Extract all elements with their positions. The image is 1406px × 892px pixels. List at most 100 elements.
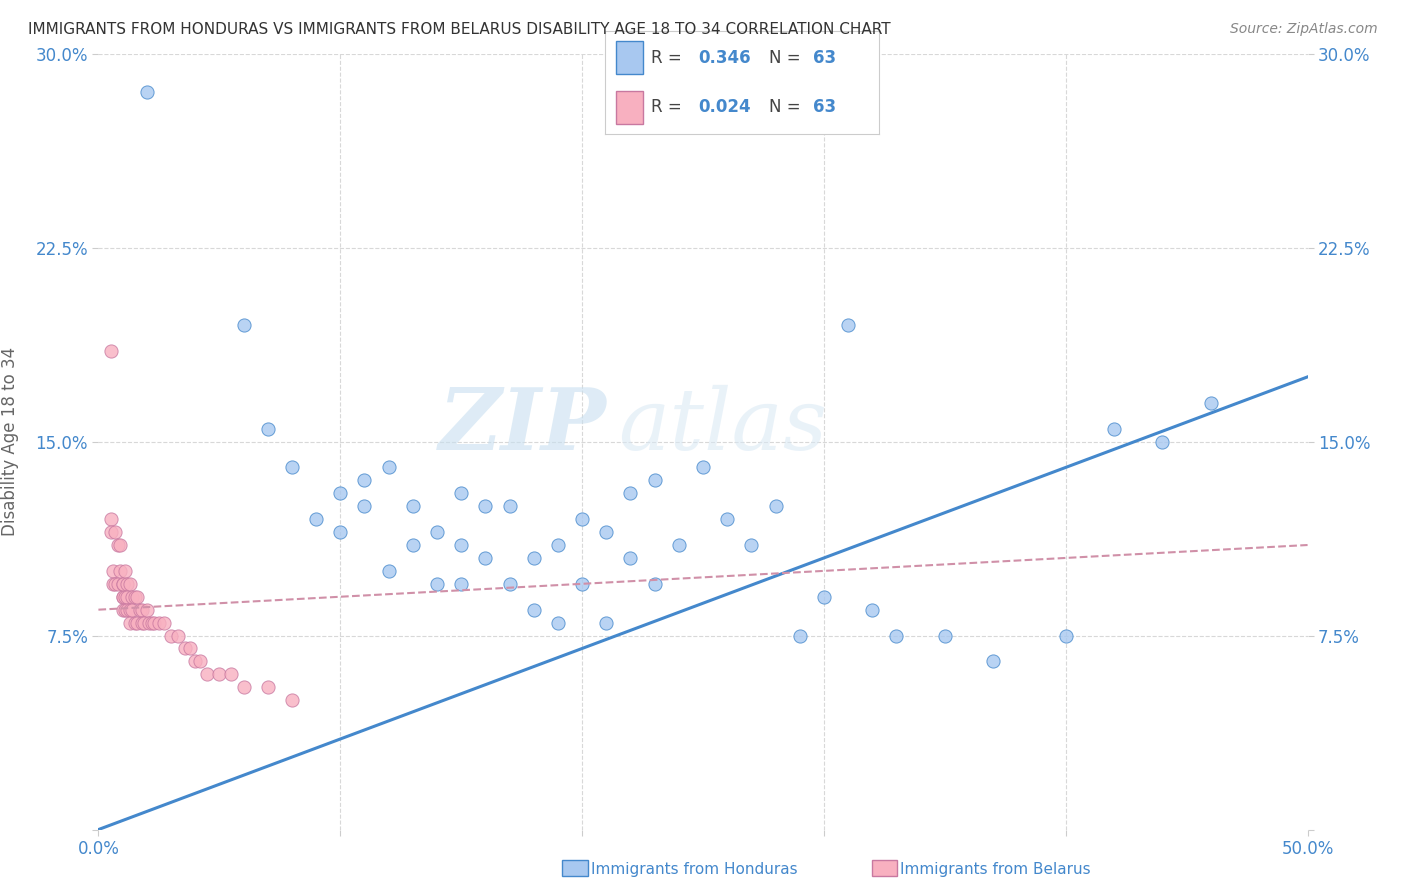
Point xyxy=(111,576,134,591)
Point xyxy=(256,680,278,694)
Point xyxy=(100,343,122,358)
Point xyxy=(402,538,425,552)
Point xyxy=(221,667,243,681)
Text: Immigrants from Belarus: Immigrants from Belarus xyxy=(900,863,1091,877)
Point xyxy=(174,641,197,656)
Text: R =: R = xyxy=(651,98,688,116)
Point xyxy=(108,538,131,552)
Point xyxy=(188,654,211,669)
Point xyxy=(740,538,762,552)
Point xyxy=(131,603,153,617)
Point xyxy=(107,538,129,552)
Point xyxy=(135,86,157,100)
Point xyxy=(127,590,149,604)
Point xyxy=(1054,628,1077,642)
Point xyxy=(886,628,908,642)
Point xyxy=(1102,422,1125,436)
Point xyxy=(353,473,375,487)
Point xyxy=(118,603,141,617)
Point xyxy=(498,500,520,514)
Y-axis label: Disability Age 18 to 34: Disability Age 18 to 34 xyxy=(1,347,18,536)
Text: 0.024: 0.024 xyxy=(697,98,751,116)
Point xyxy=(100,524,122,539)
Point xyxy=(377,460,399,475)
Point xyxy=(474,550,496,566)
Point xyxy=(135,603,157,617)
Point xyxy=(117,576,139,591)
Point xyxy=(148,615,170,630)
Point xyxy=(402,500,425,514)
Point xyxy=(117,603,139,617)
Point xyxy=(111,576,134,591)
Point xyxy=(232,680,254,694)
Point xyxy=(128,603,150,617)
Text: Source: ZipAtlas.com: Source: ZipAtlas.com xyxy=(1230,22,1378,37)
Point xyxy=(474,500,496,514)
Point xyxy=(547,538,569,552)
Point xyxy=(232,318,254,333)
Point xyxy=(619,486,641,500)
Point xyxy=(281,693,304,707)
Point xyxy=(184,654,207,669)
Point xyxy=(789,628,811,642)
Point xyxy=(571,576,593,591)
Point xyxy=(523,550,546,566)
Point xyxy=(104,524,127,539)
Point xyxy=(450,538,472,552)
Point xyxy=(195,667,218,681)
Point xyxy=(121,590,143,604)
Point xyxy=(118,576,141,591)
Point xyxy=(256,422,278,436)
Text: ZIP: ZIP xyxy=(439,384,606,467)
Point xyxy=(644,576,666,591)
Point xyxy=(160,628,183,642)
Text: N =: N = xyxy=(769,98,806,116)
Point xyxy=(523,603,546,617)
Text: 63: 63 xyxy=(813,98,837,116)
Point xyxy=(179,641,201,656)
Text: atlas: atlas xyxy=(619,384,828,467)
Text: R =: R = xyxy=(651,49,688,67)
Point xyxy=(668,538,690,552)
Point xyxy=(353,500,375,514)
Point xyxy=(571,512,593,526)
Point xyxy=(837,318,859,333)
Point xyxy=(114,590,136,604)
Point xyxy=(111,590,134,604)
Point xyxy=(1199,395,1222,409)
Point xyxy=(134,615,156,630)
Point xyxy=(860,603,883,617)
Point xyxy=(426,524,449,539)
Point xyxy=(813,590,835,604)
Point xyxy=(131,615,153,630)
Text: Immigrants from Honduras: Immigrants from Honduras xyxy=(591,863,797,877)
Point xyxy=(167,628,190,642)
Point xyxy=(121,603,143,617)
Point xyxy=(644,473,666,487)
Point xyxy=(127,615,149,630)
Text: 0.346: 0.346 xyxy=(697,49,751,67)
Point xyxy=(101,564,124,578)
Point xyxy=(118,615,141,630)
Point xyxy=(765,500,787,514)
Point xyxy=(108,564,131,578)
Point xyxy=(138,615,160,630)
Point xyxy=(124,615,146,630)
Point xyxy=(111,603,134,617)
Point xyxy=(104,576,127,591)
Point xyxy=(1152,434,1174,449)
Point xyxy=(692,460,714,475)
Point xyxy=(114,603,136,617)
Bar xyxy=(616,42,643,74)
Point xyxy=(547,615,569,630)
Point xyxy=(595,524,617,539)
Point xyxy=(934,628,956,642)
Point xyxy=(377,564,399,578)
Point xyxy=(143,615,166,630)
Point xyxy=(101,576,124,591)
Point xyxy=(100,512,122,526)
Point xyxy=(595,615,617,630)
Point xyxy=(329,486,352,500)
Point xyxy=(716,512,738,526)
Point xyxy=(498,576,520,591)
